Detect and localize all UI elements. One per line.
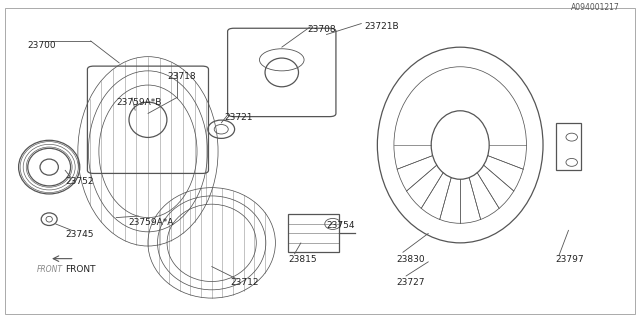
Text: A094001217: A094001217 bbox=[571, 4, 620, 12]
Text: 23754: 23754 bbox=[326, 221, 355, 230]
Text: 23759A*A: 23759A*A bbox=[129, 218, 174, 227]
Text: 23815: 23815 bbox=[288, 255, 317, 265]
Text: 23759A*B: 23759A*B bbox=[116, 98, 161, 107]
Text: 23797: 23797 bbox=[556, 255, 584, 265]
Bar bbox=[288, 214, 339, 252]
Text: 23752: 23752 bbox=[65, 177, 93, 186]
Bar bbox=[556, 123, 581, 170]
Text: FRONT: FRONT bbox=[65, 265, 95, 274]
Text: FRONT: FRONT bbox=[36, 265, 63, 274]
Text: 23718: 23718 bbox=[167, 72, 196, 81]
Text: 23745: 23745 bbox=[65, 230, 93, 239]
Text: 23721: 23721 bbox=[225, 114, 253, 123]
Text: 23721B: 23721B bbox=[365, 22, 399, 31]
Text: 23830: 23830 bbox=[396, 255, 425, 265]
Text: 23727: 23727 bbox=[396, 277, 425, 287]
Text: 23700: 23700 bbox=[27, 41, 56, 50]
Text: 23708: 23708 bbox=[307, 25, 336, 34]
Text: 23712: 23712 bbox=[231, 277, 259, 287]
